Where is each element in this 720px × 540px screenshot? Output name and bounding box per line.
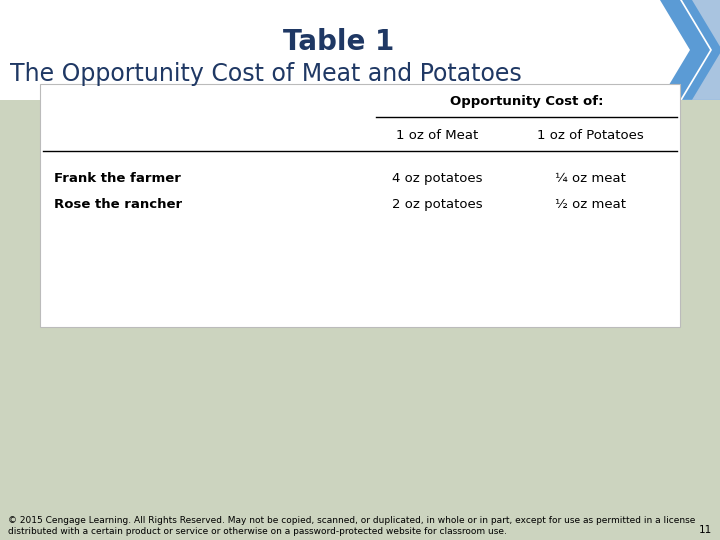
Text: Table 1: Table 1 — [283, 28, 394, 56]
Text: 1 oz of Meat: 1 oz of Meat — [396, 129, 478, 142]
Text: 11: 11 — [698, 525, 712, 535]
Bar — [0, 100, 720, 540]
Bar — [0, 0, 720, 100]
Text: ¼ oz meat: ¼ oz meat — [555, 172, 626, 185]
Polygon shape — [660, 0, 710, 100]
Text: © 2015 Cengage Learning. All Rights Reserved. May not be copied, scanned, or dup: © 2015 Cengage Learning. All Rights Rese… — [8, 516, 696, 536]
Text: ½ oz meat: ½ oz meat — [555, 198, 626, 211]
Polygon shape — [692, 0, 720, 100]
Text: 4 oz potatoes: 4 oz potatoes — [392, 172, 482, 185]
Text: Frank the farmer: Frank the farmer — [53, 172, 181, 185]
Text: Opportunity Cost of:: Opportunity Cost of: — [450, 95, 603, 108]
Text: 1 oz of Potatoes: 1 oz of Potatoes — [537, 129, 644, 142]
Polygon shape — [682, 0, 720, 100]
Text: 2 oz potatoes: 2 oz potatoes — [392, 198, 482, 211]
Text: The Opportunity Cost of Meat and Potatoes: The Opportunity Cost of Meat and Potatoe… — [10, 62, 522, 86]
Text: Rose the rancher: Rose the rancher — [53, 198, 181, 211]
Bar — [40, 84, 680, 327]
